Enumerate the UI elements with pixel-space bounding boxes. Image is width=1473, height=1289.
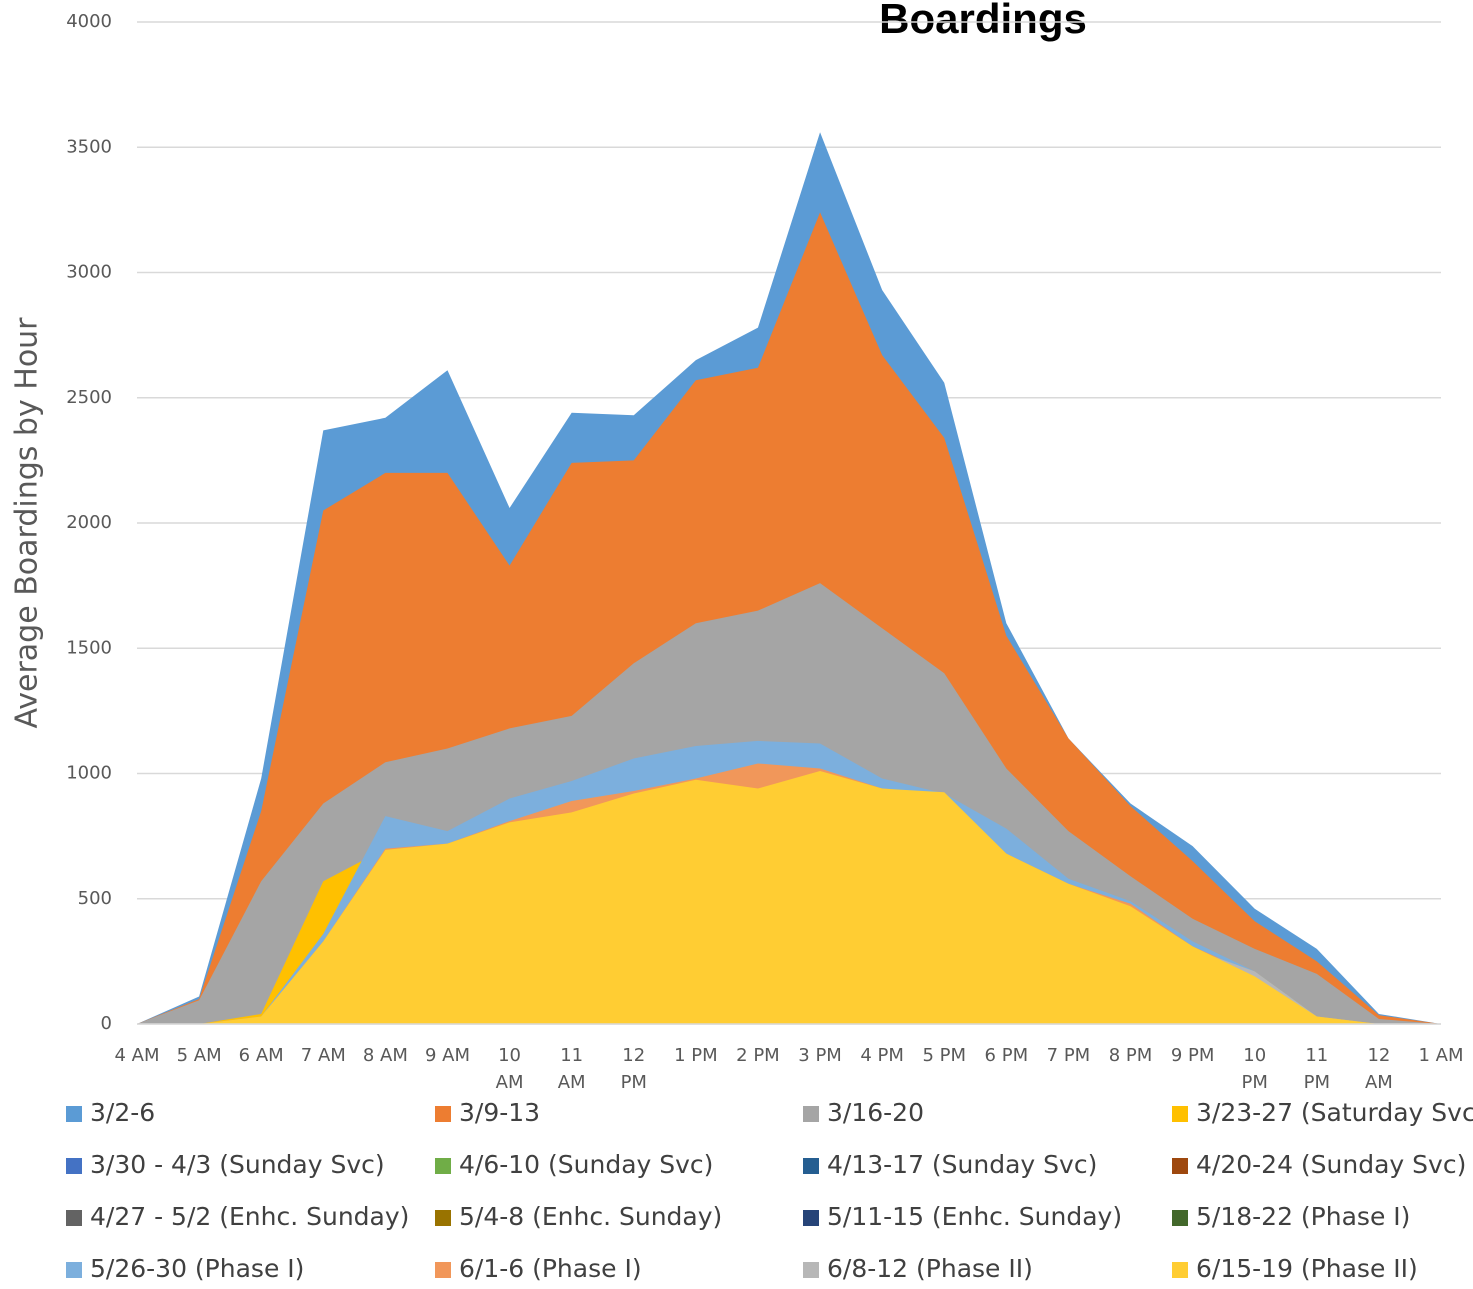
x-tick-label: 11 AM [558, 1045, 586, 1093]
legend-swatch [66, 1210, 82, 1226]
x-tick-label: 2 PM [736, 1045, 780, 1066]
legend-swatch [435, 1158, 451, 1174]
legend-swatch [66, 1158, 82, 1174]
x-tick-label: 7 PM [1047, 1045, 1091, 1066]
x-tick-label: 10 AM [496, 1045, 524, 1093]
x-tick-label: 6 PM [985, 1045, 1029, 1066]
y-tick-label: 1000 [66, 763, 112, 784]
legend-label: 6/8-12 (Phase II) [827, 1254, 1033, 1283]
chart-title: Boardings [879, 0, 1087, 42]
x-tick-label: 1 PM [674, 1045, 718, 1066]
legend-swatch [803, 1210, 819, 1226]
legend-label: 6/15-19 (Phase II) [1196, 1254, 1418, 1283]
y-tick-label: 3000 [66, 262, 112, 283]
legend-swatch [1172, 1210, 1188, 1226]
x-tick-label: 8 AM [363, 1045, 408, 1066]
y-tick-label: 4000 [66, 11, 112, 32]
x-tick-label: 6 AM [239, 1045, 284, 1066]
x-tick-label: 1 AM [1418, 1045, 1463, 1066]
x-tick-label: 8 PM [1109, 1045, 1153, 1066]
legend-swatch [803, 1158, 819, 1174]
y-tick-label: 0 [101, 1013, 112, 1034]
x-tick-label: 3 PM [798, 1045, 842, 1066]
legend-swatch [435, 1262, 451, 1278]
legend-swatch [66, 1106, 82, 1122]
legend-label: 3/16-20 [827, 1098, 924, 1127]
x-tick-label: 7 AM [301, 1045, 346, 1066]
y-tick-label: 3500 [66, 136, 112, 157]
x-tick-label: 12 AM [1365, 1045, 1393, 1093]
x-tick-label: 9 AM [425, 1045, 470, 1066]
x-tick-label: 4 AM [114, 1045, 159, 1066]
legend-label: 3/23-27 (Saturday Svc) [1196, 1098, 1473, 1127]
x-tick-label: 10 PM [1242, 1045, 1268, 1093]
x-tick-label: 5 PM [922, 1045, 966, 1066]
y-tick-label: 1500 [66, 637, 112, 658]
legend-swatch [1172, 1106, 1188, 1122]
legend-label: 5/4-8 (Enhc. Sunday) [459, 1202, 722, 1231]
legend-swatch [1172, 1262, 1188, 1278]
legend-label: 3/30 - 4/3 (Sunday Svc) [90, 1150, 385, 1179]
legend-swatch [803, 1262, 819, 1278]
x-tick-label: 9 PM [1171, 1045, 1215, 1066]
legend-swatch [435, 1106, 451, 1122]
legend-label: 4/20-24 (Sunday Svc) [1196, 1150, 1466, 1179]
y-tick-label: 2000 [66, 512, 112, 533]
y-axis-label: Average Boardings by Hour [10, 317, 45, 729]
legend-swatch [803, 1106, 819, 1122]
legend-label: 4/6-10 (Sunday Svc) [459, 1150, 713, 1179]
legend-swatch [1172, 1158, 1188, 1174]
legend-label: 5/11-15 (Enhc. Sunday) [827, 1202, 1122, 1231]
legend-label: 4/27 - 5/2 (Enhc. Sunday) [90, 1202, 409, 1231]
y-tick-label: 2500 [66, 387, 112, 408]
legend-label: 5/18-22 (Phase I) [1196, 1202, 1410, 1231]
legend-swatch [435, 1210, 451, 1226]
area [137, 770, 1441, 1024]
legend-swatch [66, 1262, 82, 1278]
legend-label: 6/1-6 (Phase I) [459, 1254, 642, 1283]
legend-label: 3/2-6 [90, 1098, 155, 1127]
legend-label: 3/9-13 [459, 1098, 540, 1127]
x-tick-label: 12 PM [621, 1045, 647, 1093]
x-tick-label: 5 AM [177, 1045, 222, 1066]
x-tick-label: 4 PM [860, 1045, 904, 1066]
legend-label: 5/26-30 (Phase I) [90, 1254, 304, 1283]
y-tick-label: 500 [78, 888, 112, 909]
legend-label: 4/13-17 (Sunday Svc) [827, 1150, 1097, 1179]
x-tick-label: 11 PM [1304, 1045, 1330, 1093]
